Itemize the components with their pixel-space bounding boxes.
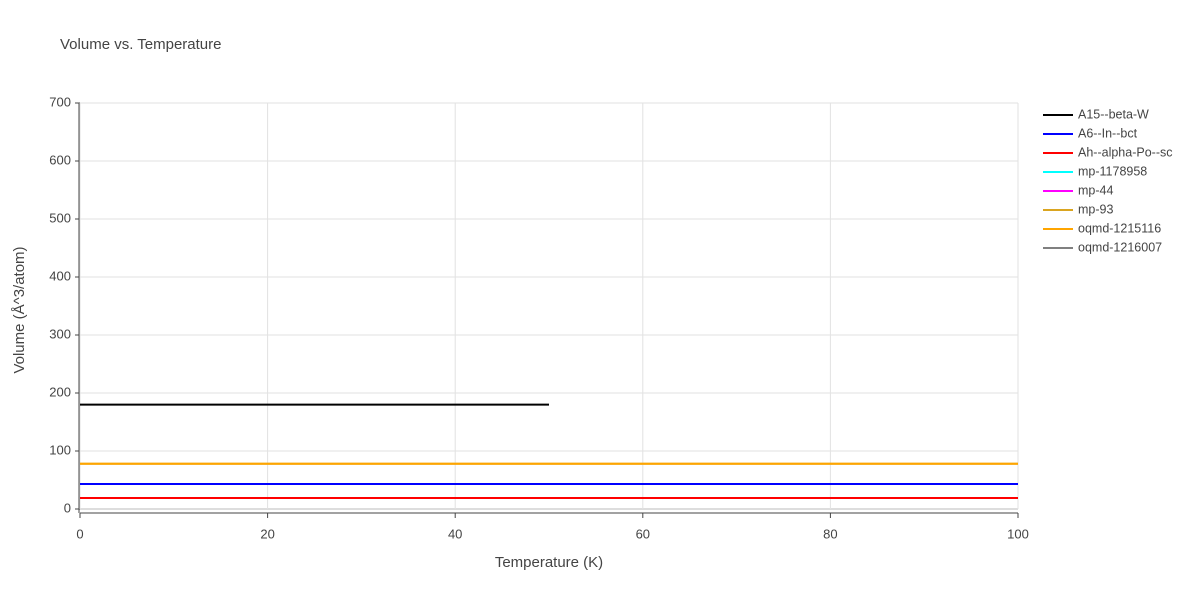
x-tick-label: 100 (1007, 526, 1029, 541)
legend-label: A15--beta-W (1078, 107, 1149, 121)
y-tick-label: 300 (49, 326, 71, 341)
y-axis-label: Volume (Å^3/atom) (11, 246, 28, 373)
chart-title: Volume vs. Temperature (60, 36, 221, 53)
legend-label: mp-44 (1078, 183, 1113, 197)
y-tick-label: 400 (49, 268, 71, 283)
legend-label: mp-93 (1078, 202, 1113, 216)
y-tick-label: 0 (64, 500, 71, 515)
y-tick-label: 500 (49, 210, 71, 225)
legend-label: A6--In--bct (1078, 126, 1138, 140)
legend: A15--beta-W A6--In--bct Ah--alpha-Po--sc mp… (1043, 107, 1172, 254)
legend-label: Ah--alpha-Po--sc (1078, 145, 1172, 159)
y-tick-label: 100 (49, 442, 71, 457)
legend-label: oqmd-1216007 (1078, 240, 1162, 254)
x-tick-label: 0 (76, 526, 83, 541)
x-tick-label: 20 (260, 526, 274, 541)
legend-label: mp-1178958 (1078, 164, 1147, 178)
y-tick-label: 200 (49, 384, 71, 399)
x-tick-label: 60 (636, 526, 650, 541)
x-axis-label: Temperature (K) (495, 554, 603, 571)
x-tick-label: 80 (823, 526, 837, 541)
legend-label: oqmd-1215116 (1078, 221, 1161, 235)
y-tick-label: 600 (49, 152, 71, 167)
y-tick-label: 700 (49, 94, 71, 109)
x-tick-label: 40 (448, 526, 462, 541)
